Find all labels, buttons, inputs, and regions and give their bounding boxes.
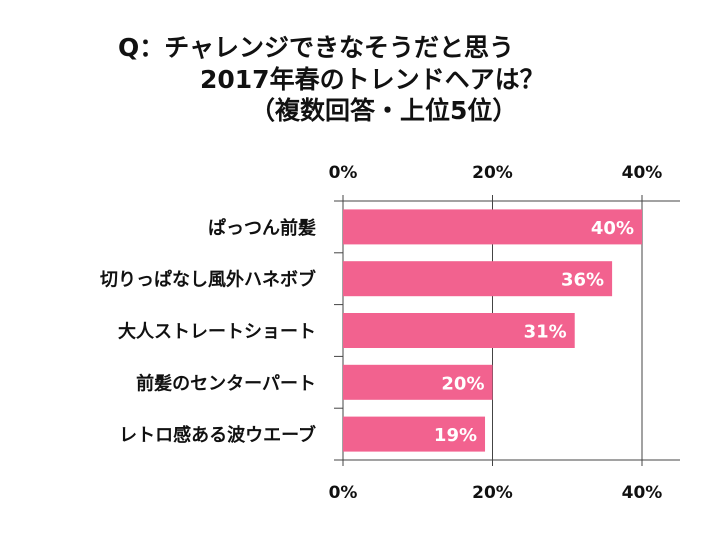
title-line-2: 2017年春のトレンドヘアは？ [200, 65, 545, 94]
bar [343, 364, 493, 400]
bottom-tick-label: 20% [472, 483, 513, 503]
bottom-tick-label: 0% [329, 483, 358, 503]
bar [343, 261, 613, 297]
title-line-3: （複数回答・上位5位） [250, 96, 518, 125]
bar [343, 416, 486, 452]
data-label: 36% [561, 270, 604, 291]
title-line-1: Q：チャレンジできなそうだと思う [118, 33, 515, 62]
category-label: 大人ストレートショート [118, 321, 316, 343]
category-label: レトロ感ある波ウエーブ [119, 424, 316, 446]
data-label: 20% [441, 373, 484, 394]
bar [343, 313, 575, 348]
data-label: 31% [524, 322, 567, 343]
category-label: ぱっつん前髪 [208, 217, 316, 239]
data-label: 19% [434, 425, 477, 446]
top-tick-label: 20% [472, 163, 513, 183]
category-label: 前髪のセンターパート [136, 372, 316, 394]
category-label: 切りっぱなし風外ハネボブ [100, 269, 316, 291]
bottom-tick-label: 40% [622, 483, 663, 503]
top-tick-label: 40% [622, 163, 663, 183]
top-tick-label: 0% [329, 163, 358, 183]
data-label: 40% [591, 218, 634, 239]
bar [343, 209, 642, 245]
